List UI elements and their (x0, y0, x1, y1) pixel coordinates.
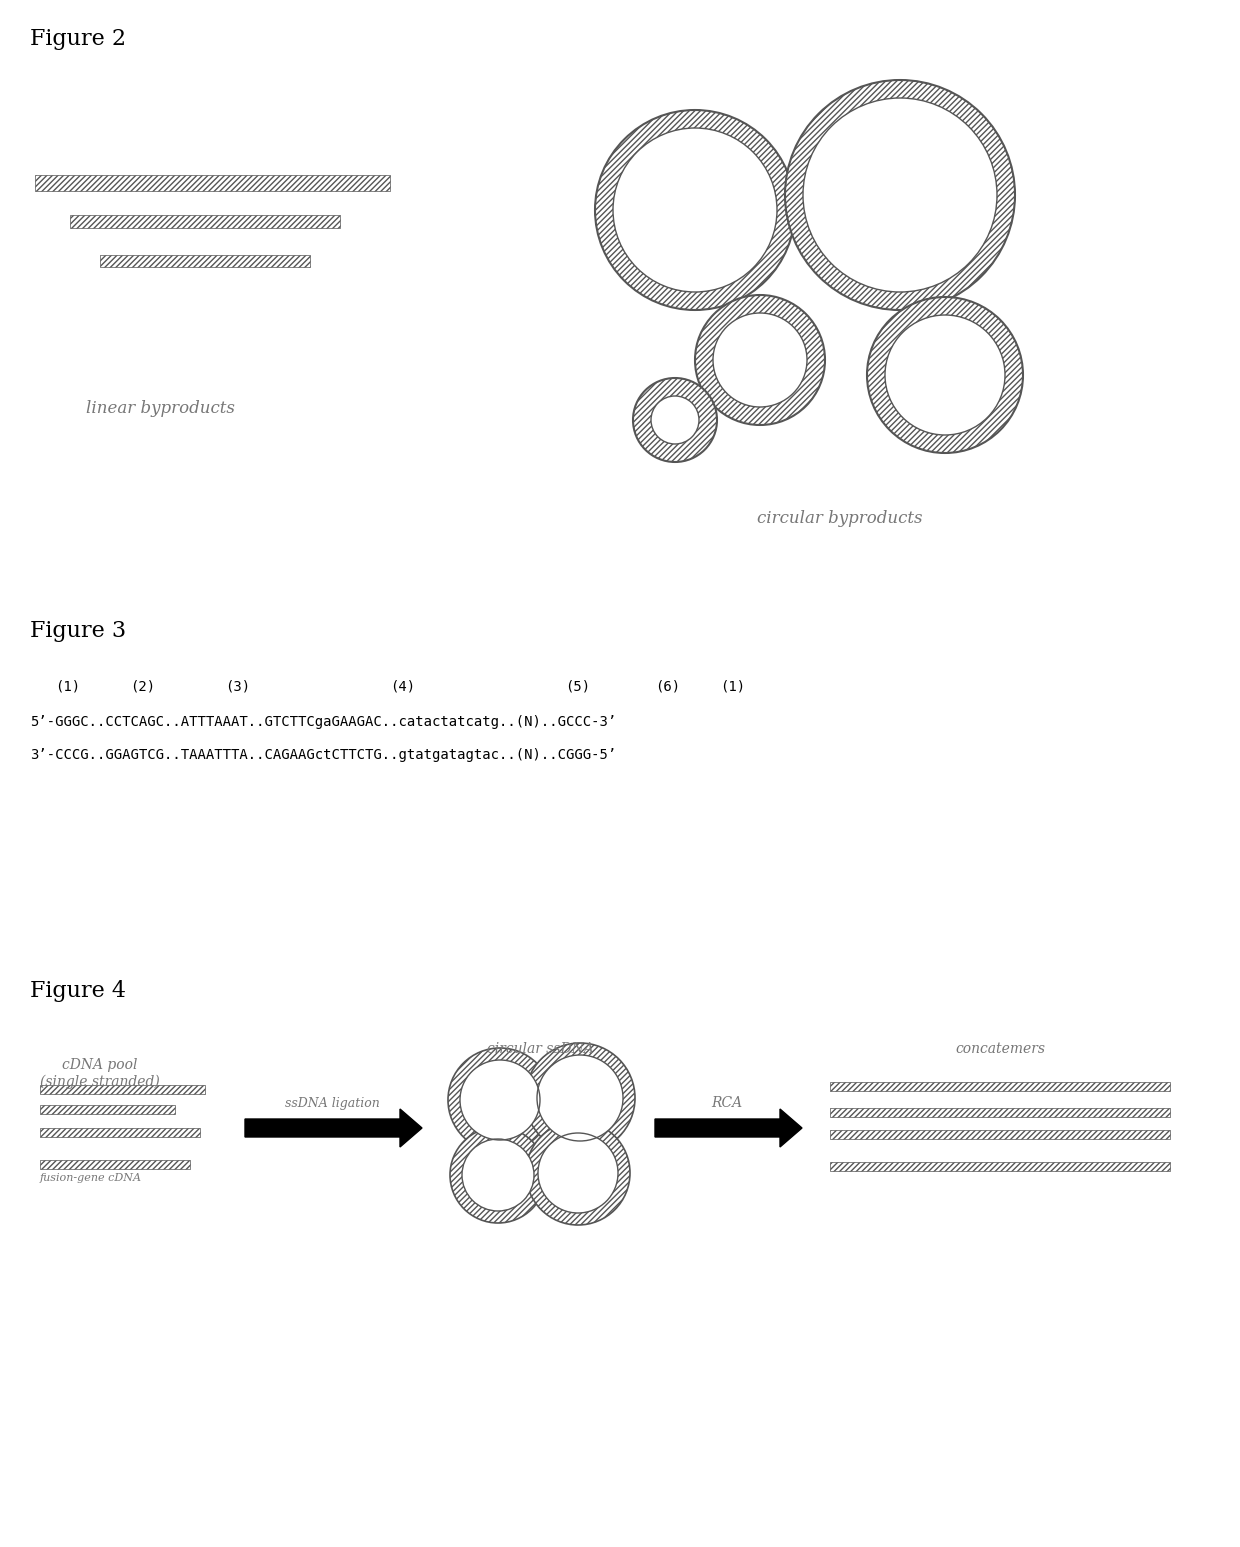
Text: Figure 2: Figure 2 (30, 28, 126, 50)
Bar (40, 1128, 200, 1137)
Text: circular ssDNA: circular ssDNA (486, 1043, 594, 1057)
Text: circular byproducts: circular byproducts (758, 511, 923, 528)
Circle shape (450, 1128, 546, 1224)
Circle shape (448, 1047, 552, 1153)
Circle shape (713, 312, 807, 407)
Circle shape (460, 1060, 539, 1140)
Bar (35, 175, 391, 190)
Circle shape (785, 80, 1016, 309)
Text: 3’-CCCG..GGAGTCG..TAAATTTA..CAGAAGctCTTCTG..gtatgatagtac..(N)..CGGG-5’: 3’-CCCG..GGAGTCG..TAAATTTA..CAGAAGctCTTC… (30, 749, 616, 763)
Text: (1): (1) (720, 681, 745, 695)
Text: (4): (4) (391, 681, 415, 695)
Text: fusion-gene cDNA: fusion-gene cDNA (40, 1173, 143, 1183)
Text: (2): (2) (130, 681, 155, 695)
Circle shape (613, 128, 777, 292)
Circle shape (651, 396, 699, 444)
Circle shape (804, 97, 997, 292)
Circle shape (694, 295, 825, 425)
Circle shape (885, 316, 1004, 435)
Circle shape (537, 1055, 622, 1142)
Text: cDNA pool
(single stranded): cDNA pool (single stranded) (40, 1058, 160, 1089)
Text: Figure 4: Figure 4 (30, 979, 126, 1002)
Text: (1): (1) (55, 681, 81, 695)
Text: ssDNA ligation: ssDNA ligation (285, 1097, 379, 1111)
Circle shape (632, 377, 717, 463)
Bar (830, 1108, 1171, 1117)
Bar (830, 1162, 1171, 1171)
Circle shape (526, 1122, 630, 1225)
Bar (830, 1129, 1171, 1139)
Circle shape (867, 297, 1023, 453)
Bar (40, 1105, 175, 1114)
Bar (69, 215, 340, 227)
Text: (6): (6) (655, 681, 680, 695)
FancyArrow shape (246, 1109, 422, 1146)
Circle shape (525, 1043, 635, 1153)
Circle shape (463, 1139, 534, 1211)
Text: RCA: RCA (712, 1095, 743, 1111)
Text: concatemers: concatemers (955, 1043, 1045, 1057)
Bar (40, 1084, 205, 1094)
Text: (5): (5) (565, 681, 590, 695)
Bar (40, 1160, 190, 1170)
FancyArrow shape (655, 1109, 802, 1146)
Text: linear byproducts: linear byproducts (86, 401, 234, 418)
Bar (830, 1081, 1171, 1091)
Text: Figure 3: Figure 3 (30, 620, 126, 642)
Circle shape (538, 1132, 618, 1213)
Text: 5’-GGGC..CCTCAGC..ATTTAAAT..GTCTTCgaGAAGAC..catactatcatg..(N)..GCCC-3’: 5’-GGGC..CCTCAGC..ATTTAAAT..GTCTTCgaGAAG… (30, 715, 616, 729)
Text: (3): (3) (224, 681, 250, 695)
Bar (100, 255, 310, 268)
Circle shape (595, 110, 795, 309)
